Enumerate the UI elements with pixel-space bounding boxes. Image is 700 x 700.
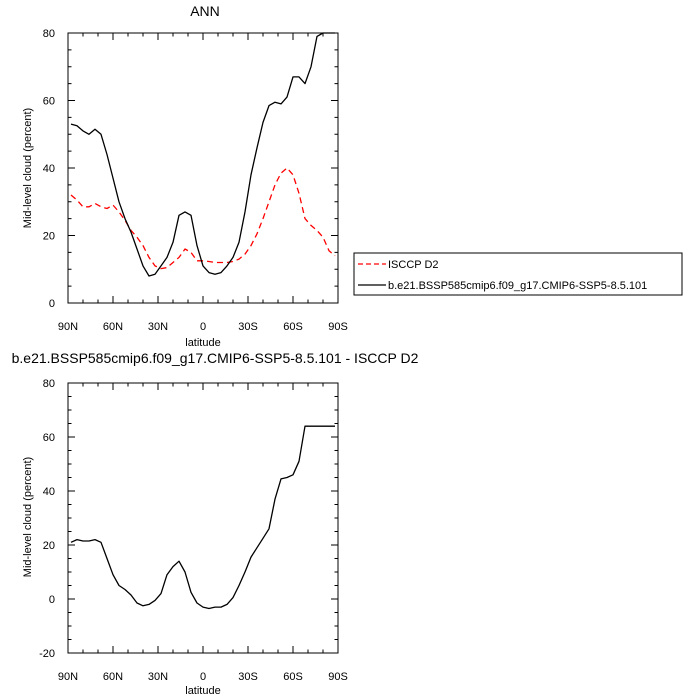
legend: ISCCP D2 b.e21.BSSP585cmip6.f09_g17.CMIP…: [353, 252, 683, 296]
legend-box: [353, 252, 683, 296]
top-tick-labels: 90N 60N 30N 0 30S 60S 90S 0 20 40 60 80: [43, 28, 348, 333]
y-tick-label: 0: [49, 298, 55, 310]
y-tick-label: 0: [49, 594, 55, 606]
bottom-series: [70, 425, 335, 610]
y-tick-label: 20: [43, 231, 55, 243]
x-tick-label: 30S: [238, 671, 258, 683]
bottom-y-axis-title: Mid-level cloud (percent): [22, 457, 34, 577]
x-tick-label: 60N: [103, 321, 123, 333]
x-tick-label: 30N: [148, 671, 168, 683]
x-tick-label: 0: [200, 671, 206, 683]
y-tick-label: 20: [43, 540, 55, 552]
bottom-chart-title: b.e21.BSSP585cmip6.f09_g17.CMIP6-SSP5-8.…: [12, 350, 419, 366]
legend-label-model: b.e21.BSSP585cmip6.f09_g17.CMIP6-SSP5-8.…: [388, 280, 647, 292]
bottom-tick-labels: 90N 60N 30N 0 30S 60S 90S -20 0 20 40 60 80: [39, 378, 348, 683]
x-tick-label: 60N: [103, 671, 123, 683]
x-tick-label: 90N: [58, 671, 78, 683]
series-line-1: [70, 32, 335, 277]
legend-label-isccp: ISCCP D2: [388, 259, 439, 271]
bottom-ticks: [67, 382, 339, 654]
y-tick-label: 80: [43, 378, 55, 390]
top-series: [70, 32, 336, 277]
x-tick-label: 90N: [58, 321, 78, 333]
top-y-axis-title: Mid-level cloud (percent): [22, 108, 34, 228]
series-line-0: [70, 167, 336, 270]
top-ticks: [67, 32, 339, 304]
x-tick-label: 0: [200, 321, 206, 333]
y-tick-label: 60: [43, 96, 55, 108]
y-tick-label: 80: [43, 28, 55, 40]
series-line-0: [70, 425, 335, 610]
y-tick-label: 40: [43, 163, 55, 175]
bottom-plot-frame: [67, 382, 339, 654]
top-plot-frame: [67, 32, 339, 304]
x-tick-label: 60S: [283, 671, 303, 683]
bottom-x-axis-title: latitude: [185, 685, 220, 697]
top-x-axis-title: latitude: [185, 337, 220, 349]
y-tick-label: -20: [39, 648, 55, 660]
x-tick-label: 30N: [148, 321, 168, 333]
x-tick-label: 30S: [238, 321, 258, 333]
y-tick-label: 40: [43, 486, 55, 498]
top-chart-title: ANN: [190, 3, 220, 19]
bottom-panel: b.e21.BSSP585cmip6.f09_g17.CMIP6-SSP5-8.…: [12, 350, 419, 697]
x-tick-label: 90S: [328, 321, 348, 333]
x-tick-label: 60S: [283, 321, 303, 333]
top-panel: ANN 90N 60N 30N 0 30S 60S 90S 0 20 40 60 80 latitud…: [22, 3, 348, 349]
x-tick-label: 90S: [328, 671, 348, 683]
y-tick-label: 60: [43, 432, 55, 444]
